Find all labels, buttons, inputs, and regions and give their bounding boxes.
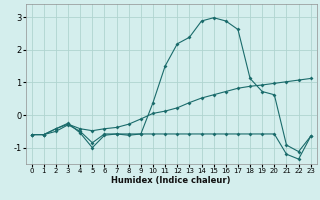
X-axis label: Humidex (Indice chaleur): Humidex (Indice chaleur) [111,176,231,185]
